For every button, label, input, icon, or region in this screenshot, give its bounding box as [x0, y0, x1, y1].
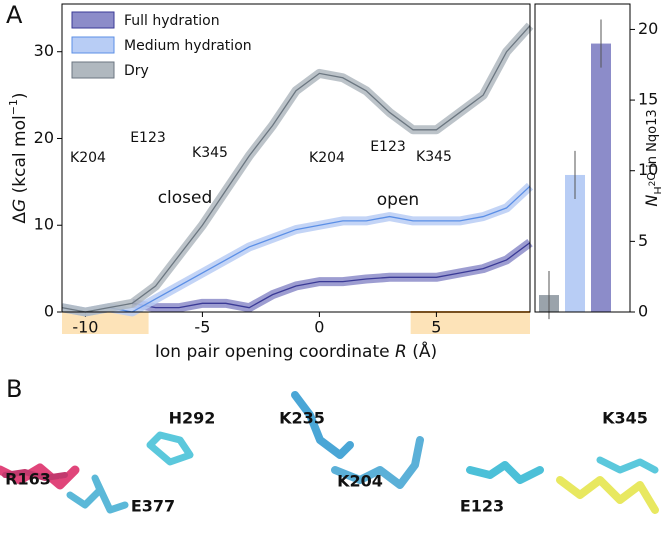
annotation: E123 — [130, 130, 166, 146]
y-tick-label: 20 — [638, 19, 658, 38]
residue-label: K345 — [602, 409, 648, 428]
residue-label: K204 — [337, 472, 383, 491]
legend-swatch — [71, 61, 115, 79]
highlight-range — [410, 312, 530, 334]
bar — [591, 43, 611, 312]
annotation: open — [377, 190, 419, 210]
y-tick-label: 5 — [638, 231, 648, 250]
axis-label-part: H — [652, 186, 661, 194]
axis-label-part: (kcal mol — [10, 115, 30, 198]
legend-swatch — [71, 36, 115, 54]
bar — [565, 174, 585, 312]
residue-label: E377 — [131, 497, 175, 516]
annotation: K204 — [309, 150, 345, 166]
y-tick-label: 15 — [638, 90, 658, 109]
axis-label-part: Ion pair opening coordinate — [155, 342, 395, 362]
annotation: E123 — [370, 139, 406, 155]
axis-label: NH2O in Nqo13 — [642, 109, 661, 206]
legend-swatch — [71, 11, 115, 29]
annotation: K204 — [70, 150, 106, 166]
structure-sticks — [0, 391, 659, 514]
residue-label: E123 — [460, 497, 504, 516]
legend-label: Full hydration — [124, 13, 220, 29]
series-line — [132, 242, 531, 309]
axis-label-part: Δ — [10, 212, 30, 224]
y-tick-label: 30 — [34, 41, 54, 60]
highlight-range — [62, 312, 149, 334]
axis-label-part: in Nqo13 — [645, 109, 660, 172]
axis-label-part: R — [395, 342, 407, 362]
residue-label: K235 — [279, 409, 325, 428]
axis-label-part: ) — [10, 92, 30, 99]
plot-frame — [61, 3, 531, 313]
series-line — [61, 25, 531, 313]
legend-label: Dry — [124, 63, 149, 79]
axis-label-part: 2 — [648, 181, 658, 187]
series-line — [61, 185, 531, 313]
y-tick-label: 0 — [44, 302, 54, 321]
axis-label: Ion pair opening coordinate R (Å) — [155, 340, 437, 362]
axis-label-part: N — [642, 195, 661, 207]
x-tick-label: 5 — [431, 318, 441, 337]
legend-label: Medium hydration — [124, 38, 252, 54]
y-tick-label: 10 — [638, 160, 658, 179]
residue-label: R163 — [5, 470, 51, 489]
residue-label: H292 — [169, 409, 216, 428]
axis-label-part: (Å) — [407, 340, 437, 362]
annotation: closed — [158, 188, 213, 208]
plot-frame — [534, 3, 631, 313]
annotation: K345 — [416, 149, 452, 165]
panel-label: B — [6, 375, 22, 403]
x-tick-label: -5 — [194, 318, 210, 337]
axis-label-part: −1 — [7, 99, 20, 115]
series-band — [61, 182, 534, 317]
y-tick-label: 20 — [34, 128, 54, 147]
axis-label-part: O — [645, 172, 658, 181]
y-tick-label: 0 — [638, 302, 648, 321]
panel-label: A — [6, 1, 23, 29]
axis-label-part: G — [10, 199, 30, 212]
axis-label: ΔG (kcal mol−1) — [7, 92, 31, 223]
x-tick-label: -10 — [72, 318, 98, 337]
annotation: K345 — [192, 145, 228, 161]
y-tick-label: 10 — [34, 215, 54, 234]
x-tick-label: 0 — [314, 318, 324, 337]
